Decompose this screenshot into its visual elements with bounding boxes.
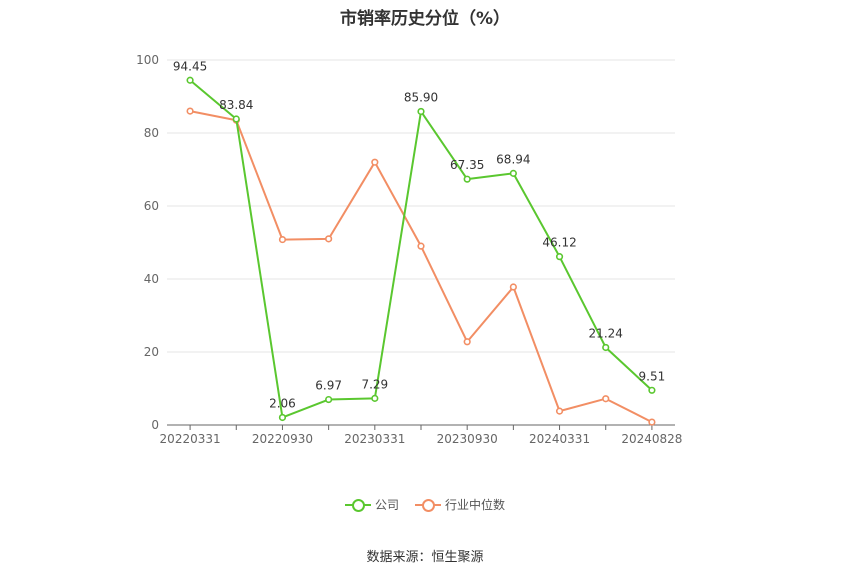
x-tick-label: 20240331 (529, 432, 590, 446)
data-point-industry-median (463, 338, 471, 346)
legend: 公司 行业中位数 (0, 496, 850, 513)
data-label-company: 6.97 (315, 379, 342, 393)
x-tick-label: 20220930 (252, 432, 313, 446)
data-point-company (278, 413, 287, 422)
data-label-company: 46.12 (542, 236, 576, 250)
y-tick-label: 100 (136, 53, 159, 67)
y-tick-label: 0 (151, 418, 159, 432)
legend-swatch-industry-median (415, 498, 441, 512)
data-label-company: 7.29 (361, 377, 388, 391)
data-point-company (509, 169, 517, 177)
x-tick-label: 20230331 (344, 432, 405, 446)
chart-title: 市销率历史分位（%） (339, 9, 511, 29)
data-point-company (371, 394, 379, 402)
data-label-company: 83.84 (219, 98, 253, 112)
data-label-company: 67.35 (450, 158, 484, 172)
y-tick-label: 40 (144, 272, 159, 286)
data-point-company (555, 253, 564, 261)
data-label-company: 94.45 (173, 59, 207, 73)
data-point-company (186, 76, 194, 84)
data-point-company (602, 343, 610, 352)
data-label-company: 68.94 (496, 152, 530, 166)
legend-label-industry-median: 行业中位数 (445, 498, 506, 512)
data-point-industry-median (602, 395, 610, 403)
data-label-company: 2.06 (269, 396, 296, 410)
x-tick-label: 20220331 (160, 432, 221, 446)
legend-swatch-company (344, 498, 371, 512)
y-tick-label: 80 (144, 126, 159, 140)
legend-item-industry-median[interactable]: 行业中位数 (415, 496, 505, 513)
data-label-company: 21.24 (589, 326, 623, 340)
y-tick-label: 60 (144, 199, 159, 213)
data-point-company (325, 395, 333, 404)
data-point-industry-median (417, 242, 425, 250)
data-label-company: 85.90 (404, 90, 438, 104)
x-tick-label: 20240828 (621, 432, 682, 446)
data-point-industry-median (555, 407, 564, 415)
x-tick-label: 20230930 (437, 432, 498, 446)
data-label-company: 9.51 (639, 369, 666, 383)
legend-label-company: 公司 (374, 498, 399, 512)
y-tick-label: 20 (144, 345, 159, 359)
data-point-industry-median (325, 235, 333, 243)
data-point-company (648, 386, 656, 394)
data-point-industry-median (509, 283, 517, 291)
data-point-industry-median (278, 235, 287, 244)
legend-item-company[interactable]: 公司 (344, 496, 399, 513)
data-point-industry-median (371, 158, 379, 166)
data-point-company (232, 115, 240, 123)
data-point-company (463, 175, 471, 183)
data-source-note: 数据来源：恒生聚源 (366, 550, 484, 565)
data-point-industry-median (648, 418, 656, 426)
data-point-industry-median (186, 107, 194, 115)
data-point-company (417, 107, 425, 116)
